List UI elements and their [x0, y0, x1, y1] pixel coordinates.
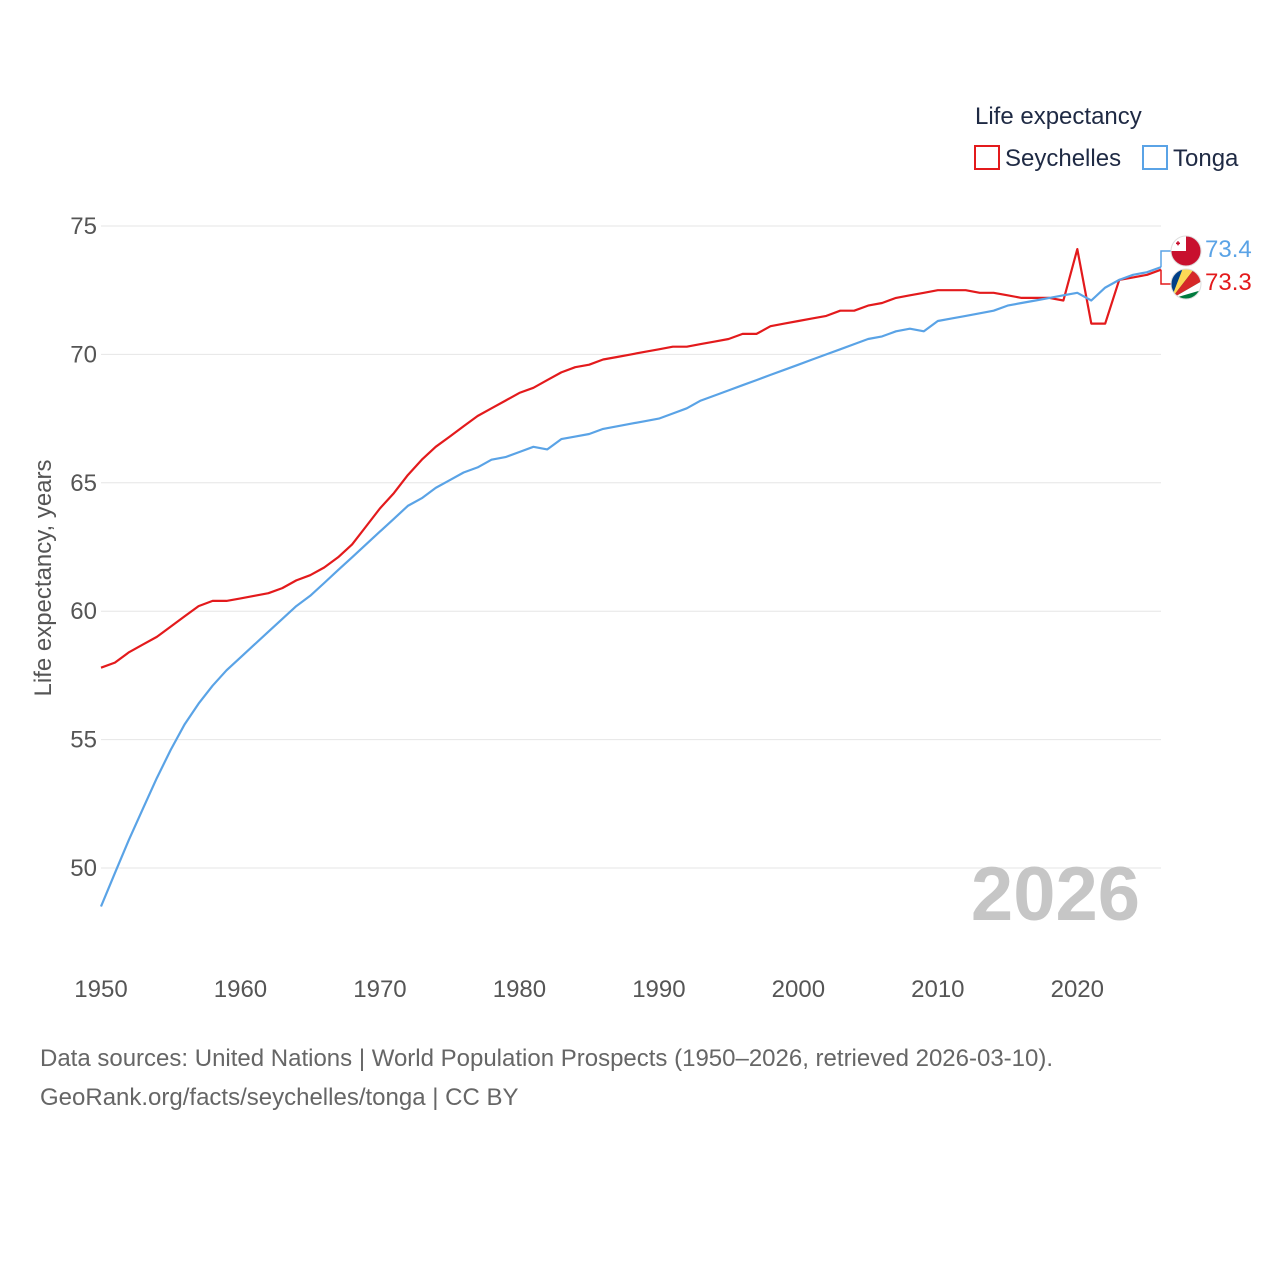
tonga-flag-icon [1170, 235, 1202, 267]
footer-credit[interactable]: GeoRank.org/facts/seychelles/tonga | CC … [40, 1084, 519, 1111]
series-lines [99, 248, 1162, 907]
y-axis-label: Life expectancy, years [30, 459, 57, 696]
tonga-end-value: 73.4 [1205, 236, 1252, 263]
x-tick-1980: 1980 [493, 976, 546, 1003]
y-tick-65: 65 [70, 470, 97, 497]
y-axis-ticks: 50 55 60 65 70 75 [70, 213, 97, 882]
legend-title: Life expectancy [975, 103, 1142, 130]
y-tick-55: 55 [70, 727, 97, 754]
seychelles-end-value: 73.3 [1205, 269, 1252, 296]
x-tick-2000: 2000 [772, 976, 825, 1003]
x-tick-1950: 1950 [74, 976, 127, 1003]
x-tick-1990: 1990 [632, 976, 685, 1003]
y-tick-60: 60 [70, 598, 97, 625]
legend-label-tonga[interactable]: Tonga [1173, 145, 1239, 172]
y-tick-75: 75 [70, 213, 97, 240]
x-tick-2010: 2010 [911, 976, 964, 1003]
series-line-seychelles[interactable] [100, 248, 1162, 669]
legend-swatch-seychelles [974, 145, 1000, 170]
seychelles-flag-icon [1170, 268, 1202, 300]
gridlines [101, 225, 1161, 869]
footer-sources: Data sources: United Nations | World Pop… [40, 1045, 1054, 1072]
tonga-end-connector [1160, 250, 1171, 268]
x-tick-2020: 2020 [1051, 976, 1104, 1003]
legend-swatch-tonga [1142, 145, 1168, 170]
series-line-tonga[interactable] [99, 266, 1162, 907]
x-axis-ticks: 1950 1960 1970 1980 1990 2000 2010 2020 [74, 976, 1104, 1003]
seychelles-end-connector [1160, 269, 1171, 285]
y-tick-70: 70 [70, 341, 97, 368]
y-tick-50: 50 [70, 855, 97, 882]
current-year-label: 2026 [971, 852, 1140, 937]
x-tick-1970: 1970 [353, 976, 406, 1003]
legend-label-seychelles[interactable]: Seychelles [1005, 145, 1121, 172]
x-tick-1960: 1960 [214, 976, 267, 1003]
